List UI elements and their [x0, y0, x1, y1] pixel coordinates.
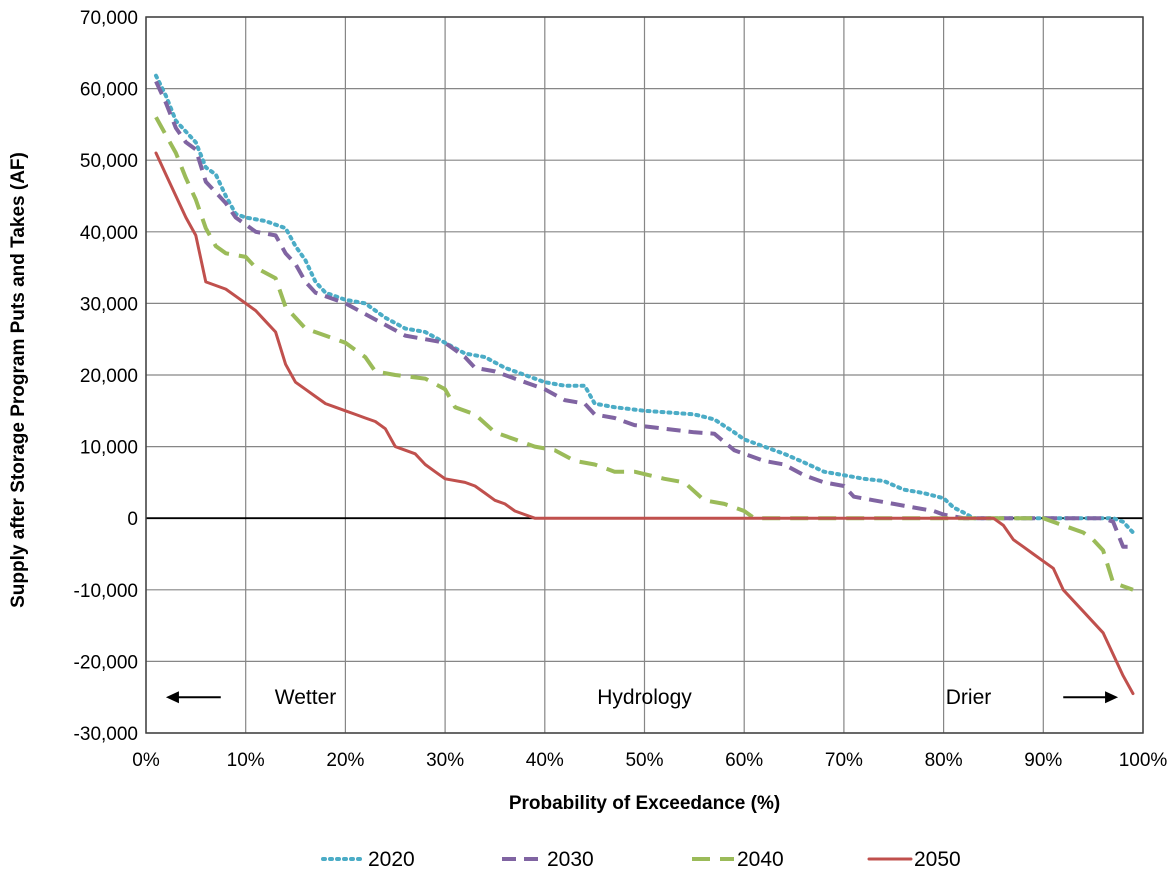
plot-border [145, 16, 1144, 734]
x-tick-label: 30% [426, 750, 464, 771]
y-tick-label: 50,000 [80, 151, 138, 172]
y-tick-label: 60,000 [80, 80, 138, 101]
x-axis-title: Probability of Exceedance (%) [509, 793, 780, 814]
x-tick-label: 20% [326, 750, 364, 771]
x-tick-label: 50% [625, 750, 663, 771]
y-tick-label: 10,000 [80, 438, 138, 459]
legend-item-2020: 2020 [321, 848, 415, 871]
annotations: Wetter Hydrology Drier [165, 686, 1119, 709]
legend-label-2020: 2020 [368, 848, 415, 871]
series-line-2050 [154, 151, 1135, 696]
y-tick-label: -30,000 [74, 724, 138, 745]
y-tick-label: 40,000 [80, 223, 138, 244]
series-lines [154, 73, 1135, 696]
y-tick-label: 30,000 [80, 294, 138, 315]
x-tick-label: 90% [1024, 750, 1062, 771]
legend: 2020 2030 2040 2050 [321, 848, 961, 871]
y-tick-label: -20,000 [74, 652, 138, 673]
x-tick-labels: 0% 10% 20% 30% 40% 50% 60% 70% 80% 90% 100% [132, 750, 1167, 771]
x-tick-label: 0% [132, 750, 160, 771]
series-line-2040 [154, 116, 1134, 592]
x-tick-label: 70% [825, 750, 863, 771]
y-tick-label: 70,000 [80, 8, 138, 29]
x-tick-label: 10% [227, 750, 265, 771]
x-tick-label: 40% [526, 750, 564, 771]
plot-frame [145, 16, 1144, 734]
x-tick-label: 80% [925, 750, 963, 771]
y-tick-label: 0 [127, 509, 138, 530]
y-tick-label: -10,000 [74, 581, 138, 602]
y-axis-title: Supply after Storage Program Puts and Ta… [8, 152, 29, 608]
x-tick-label: 60% [725, 750, 763, 771]
legend-label-2050: 2050 [914, 848, 961, 871]
legend-item-2030: 2030 [502, 848, 594, 871]
series-line-2030 [154, 80, 1133, 549]
legend-item-2040: 2040 [692, 848, 784, 871]
series-line-2020 [154, 73, 1135, 535]
annotation-drier: Drier [946, 686, 992, 709]
legend-label-2030: 2030 [547, 848, 594, 871]
y-tick-label: 20,000 [80, 366, 138, 387]
annotation-wetter: Wetter [275, 686, 336, 709]
legend-label-2040: 2040 [737, 848, 784, 871]
legend-item-2050: 2050 [867, 848, 961, 871]
y-tick-labels: -30,000 -20,000 -10,000 0 10,000 20,000 30,000… [74, 8, 138, 745]
arrow-right-icon [1063, 691, 1119, 704]
annotation-hydrology: Hydrology [597, 686, 692, 709]
arrow-left-icon [165, 691, 221, 704]
x-tick-label: 100% [1119, 750, 1168, 771]
